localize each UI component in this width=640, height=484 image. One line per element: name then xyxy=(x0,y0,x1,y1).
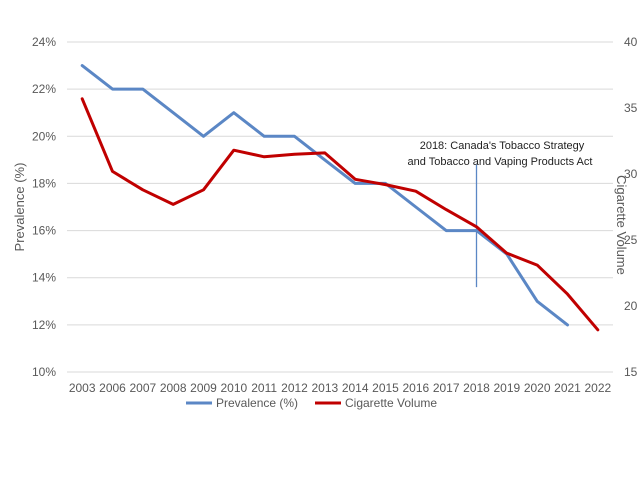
y2-tick-label: 20 xyxy=(624,299,638,313)
legend-label-prevalence: Prevalence (%) xyxy=(216,396,298,410)
y-tick-label: 16% xyxy=(32,224,56,238)
series-group xyxy=(80,64,600,332)
x-tick-label: 2003 xyxy=(69,381,96,395)
annotation-text-line-2: and Tobacco and Vaping Products Act xyxy=(408,156,593,168)
y2-tick-label: 15 xyxy=(624,365,638,379)
x-tick-label: 2016 xyxy=(402,381,429,395)
x-tick-label: 2017 xyxy=(433,381,460,395)
legend: Prevalence (%) Cigarette Volume xyxy=(186,396,437,410)
y-tick-label: 24% xyxy=(32,35,56,49)
x-tick-label: 2006 xyxy=(99,381,126,395)
x-tick-label: 2019 xyxy=(493,381,520,395)
y-axis-ticks: 10% 12% 14% 16% 18% 20% 22% 24% xyxy=(32,35,56,379)
y2-axis-title: Cigarette Volume xyxy=(614,175,629,275)
y2-tick-label: 30 xyxy=(624,167,638,181)
y-tick-label: 14% xyxy=(32,271,56,285)
x-tick-label: 2015 xyxy=(372,381,399,395)
y2-tick-label: 35 xyxy=(624,101,638,115)
x-tick-label: 2012 xyxy=(281,381,308,395)
series-line-0 xyxy=(80,64,569,327)
x-tick-label: 2007 xyxy=(129,381,156,395)
x-tick-label: 2014 xyxy=(342,381,369,395)
x-tick-label: 2009 xyxy=(190,381,217,395)
gridlines xyxy=(67,41,613,373)
y2-tick-label: 40 xyxy=(624,35,638,49)
y2-axis-ticks: 15 20 25 30 35 40 xyxy=(624,35,638,379)
x-tick-label: 2018 xyxy=(463,381,490,395)
y-tick-label: 12% xyxy=(32,318,56,332)
annotation-text-line-1: 2018: Canada's Tobacco Strategy xyxy=(420,140,585,152)
y-axis-title: Prevalence (%) xyxy=(12,163,27,252)
y-tick-label: 18% xyxy=(32,176,56,190)
y2-tick-label: 25 xyxy=(624,233,638,247)
x-tick-label: 2022 xyxy=(584,381,611,395)
x-tick-label: 2008 xyxy=(160,381,187,395)
x-tick-label: 2020 xyxy=(524,381,551,395)
x-axis-ticks: 2003 2006 2007 2008 2009 2010 2011 2012 2013 2014… xyxy=(69,381,612,395)
y-tick-label: 10% xyxy=(32,365,56,379)
y-tick-label: 20% xyxy=(32,129,56,143)
x-tick-label: 2013 xyxy=(311,381,338,395)
y-tick-label: 22% xyxy=(32,82,56,96)
series-line-1 xyxy=(80,97,600,332)
x-tick-label: 2011 xyxy=(251,381,277,395)
x-tick-label: 2010 xyxy=(220,381,247,395)
legend-label-cigarette-volume: Cigarette Volume xyxy=(345,396,437,410)
annotation: 2018: Canada's Tobacco Strategy and Toba… xyxy=(408,140,593,288)
x-tick-label: 2021 xyxy=(554,381,581,395)
